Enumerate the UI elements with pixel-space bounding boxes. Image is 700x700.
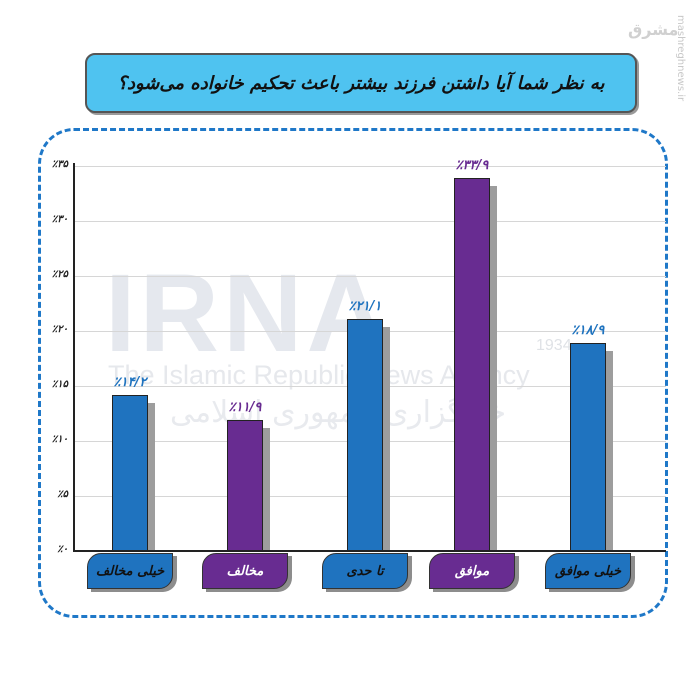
y-axis-line [73, 163, 75, 552]
y-tick-label: ٪۳۰ [51, 214, 68, 225]
title-box: به نظر شما آیا داشتن فرزند بیشتر باعث تح… [85, 53, 637, 113]
bar-value-label: ٪۳۳/۹ [455, 158, 489, 173]
watermark-site: mashreghnews.ir [675, 15, 686, 102]
bar [570, 343, 606, 551]
category-label: تا حدی [322, 553, 408, 589]
category-label: خیلی موافق [545, 553, 631, 589]
y-tick-label: ٪۱۵ [51, 379, 68, 390]
category-label: مخالف [202, 553, 288, 589]
dashed-frame [38, 128, 668, 618]
y-tick-label: ٪۰ [57, 544, 68, 555]
gridline [75, 166, 666, 167]
x-axis-line [73, 550, 666, 552]
y-tick-label: ٪۱۰ [51, 434, 68, 445]
bar [347, 319, 383, 551]
y-tick-label: ٪۲۰ [51, 324, 68, 335]
watermark-logo: مشرق [628, 20, 679, 39]
category-label: موافق [429, 553, 515, 589]
irna-watermark-fa: خبرگزاری جمهوری اسلامی [170, 395, 506, 430]
gridline [75, 276, 666, 277]
y-tick-label: ٪۲۵ [51, 269, 68, 280]
bar-value-label: ٪۱۴/۲ [113, 375, 147, 390]
irna-watermark: IRNA [105, 252, 390, 375]
bar [112, 395, 148, 551]
bar [227, 420, 263, 551]
bar [454, 178, 490, 551]
y-tick-label: ٪۵ [57, 489, 68, 500]
bar-value-label: ٪۱۸/۹ [571, 323, 605, 338]
bar-value-label: ٪۱۱/۹ [228, 400, 262, 415]
irna-watermark-year: 1934 [536, 337, 572, 354]
category-label: خیلی مخالف [87, 553, 173, 589]
chart-title: به نظر شما آیا داشتن فرزند بیشتر باعث تح… [117, 72, 605, 94]
bar-value-label: ٪۲۱/۱ [348, 299, 382, 314]
y-tick-label: ٪۳۵ [51, 159, 68, 170]
gridline [75, 221, 666, 222]
